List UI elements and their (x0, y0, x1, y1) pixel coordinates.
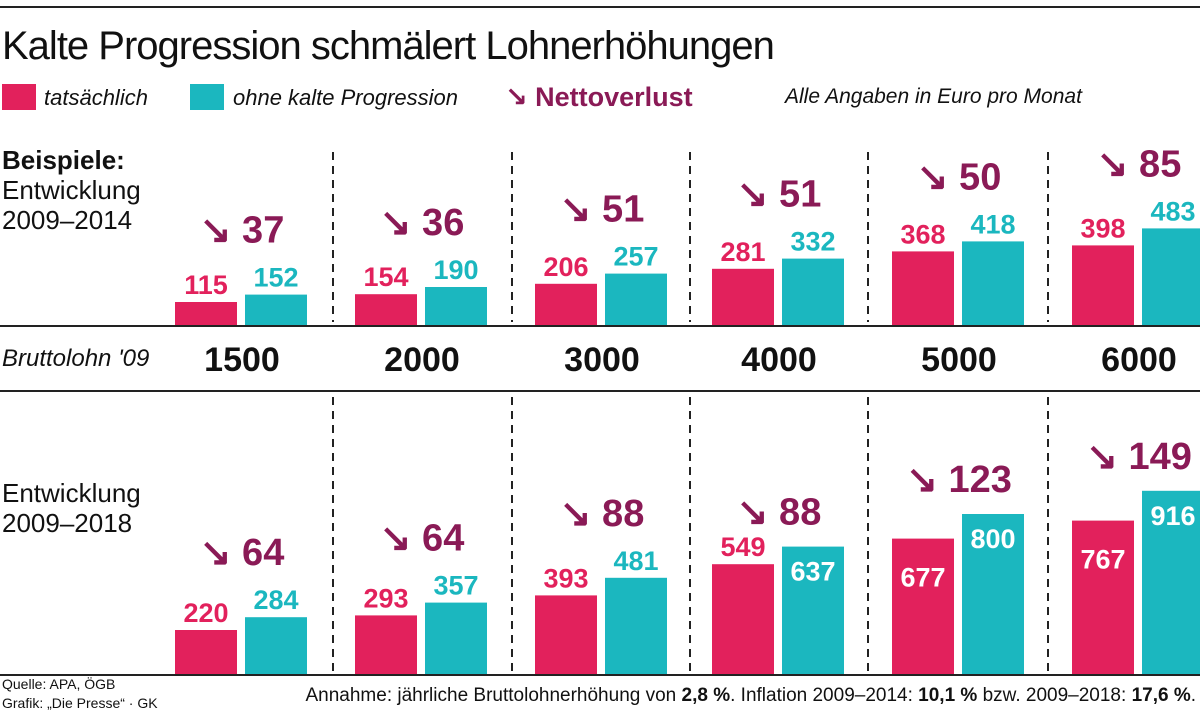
label-without-p2-2000: 357 (433, 571, 478, 601)
assumption-note: Annahme: jährliche Bruttolohnerhöhung vo… (305, 685, 1196, 707)
brutto-value-5000: 5000 (921, 341, 997, 379)
bar-actual-p1-4000 (712, 268, 774, 325)
legend-swatch-without (190, 84, 224, 110)
label-without-p1-2000: 190 (433, 255, 478, 285)
net-loss-p2-6000: ↘ 149 (1086, 436, 1192, 478)
label-actual-p2-5000: 677 (900, 563, 945, 593)
label-actual-p1-6000: 398 (1080, 213, 1125, 243)
bar-without-p1-2000 (425, 287, 487, 325)
net-loss-p2-4000: ↘ 88 (737, 492, 822, 534)
period1-label: Beispiele: Entwicklung 2009–2014 (2, 145, 141, 235)
brutto-rule-top (0, 325, 1200, 327)
label-actual-p2-1500: 220 (183, 598, 228, 628)
bar-without-p1-5000 (962, 241, 1024, 325)
inflation-prefix: . Inflation 2009–2014: (730, 685, 919, 706)
label-actual-p1-2000: 154 (363, 262, 408, 292)
bar-without-p2-4000 (782, 546, 844, 674)
brutto-value-3000: 3000 (564, 341, 640, 379)
bar-actual-p2-1500 (175, 630, 237, 674)
net-loss-p2-3000: ↘ 88 (560, 493, 645, 535)
assumption-prefix: Annahme: jährliche Bruttolohnerhöhung vo… (305, 685, 682, 706)
legend-label-actual: tatsächlich (44, 85, 148, 110)
bar-without-p1-1500 (245, 294, 307, 325)
label-actual-p1-1500: 115 (184, 270, 228, 300)
period1-line1: Entwicklung (2, 175, 141, 205)
chart-baseline (0, 674, 1200, 676)
inflation-mid: bzw. 2009–2018: (977, 685, 1132, 706)
net-loss-p1-3000: ↘ 51 (560, 189, 645, 231)
label-without-p1-4000: 332 (790, 227, 835, 257)
label-actual-p1-4000: 281 (720, 237, 765, 267)
source-note: Quelle: APA, ÖGB (2, 676, 116, 692)
net-loss-p2-2000: ↘ 64 (380, 518, 465, 560)
legend-note: Alle Angaben in Euro pro Monat (785, 85, 1082, 108)
bar-actual-p1-1500 (175, 302, 237, 325)
legend-net-loss: ↘ Nettoverlust (505, 82, 693, 113)
brutto-value-4000: 4000 (741, 341, 817, 379)
label-without-p2-6000: 916 (1150, 501, 1195, 531)
bar-without-p2-2000 (425, 602, 487, 674)
legend-swatch-actual (2, 84, 36, 110)
examples-label: Beispiele: (2, 145, 125, 175)
legend-label-without: ohne kalte Progression (233, 85, 459, 110)
label-without-p2-4000: 637 (790, 557, 835, 587)
label-without-p1-5000: 418 (970, 209, 1015, 239)
label-actual-p2-2000: 293 (363, 583, 408, 613)
bar-actual-p2-3000 (535, 595, 597, 674)
bar-actual-p1-3000 (535, 283, 597, 325)
brutto-value-6000: 6000 (1101, 341, 1177, 379)
label-without-p2-3000: 481 (613, 546, 658, 576)
bar-without-p2-6000 (1142, 490, 1200, 674)
bar-without-p2-1500 (245, 617, 307, 674)
period1-line2: 2009–2014 (2, 205, 133, 235)
brutto-rule-bottom (0, 390, 1200, 392)
net-loss-p2-5000: ↘ 123 (906, 459, 1012, 501)
label-actual-p1-5000: 368 (900, 219, 945, 249)
label-actual-p2-4000: 549 (720, 532, 765, 562)
inflation-2018-value: 17,6 % (1131, 685, 1191, 706)
brutto-value-2000: 2000 (384, 341, 460, 379)
bar-actual-p2-6000 (1072, 520, 1134, 674)
period2-line1: Entwicklung (2, 478, 141, 508)
bar-without-p2-5000 (962, 514, 1024, 674)
legend-label-net-loss: Nettoverlust (535, 82, 693, 112)
bar-actual-p2-2000 (355, 615, 417, 674)
label-without-p1-3000: 257 (613, 242, 658, 272)
brutto-value-1500: 1500 (204, 341, 280, 379)
label-without-p1-1500: 152 (253, 263, 298, 293)
bar-actual-p2-5000 (892, 538, 954, 674)
net-loss-p1-5000: ↘ 50 (917, 156, 1002, 198)
net-loss-p1-1500: ↘ 37 (200, 210, 285, 252)
label-without-p1-6000: 483 (1150, 196, 1195, 226)
bar-without-p2-3000 (605, 577, 667, 674)
label-actual-p1-3000: 206 (543, 252, 588, 282)
net-loss-p1-2000: ↘ 36 (380, 202, 465, 244)
arrow-down-right-icon: ↘ (505, 82, 528, 112)
inflation-2014-value: 10,1 % (918, 685, 978, 706)
legend: tatsächlich ohne kalte Progression ↘ Net… (0, 82, 1200, 114)
bar-actual-p1-5000 (892, 251, 954, 325)
label-without-p2-1500: 284 (253, 585, 298, 615)
bar-without-p1-3000 (605, 273, 667, 325)
graphic-credit: Grafik: „Die Presse“ · GK (2, 695, 158, 711)
bar-actual-p1-6000 (1072, 245, 1134, 325)
period2-label: Entwicklung 2009–2018 (2, 478, 141, 538)
label-actual-p2-6000: 767 (1080, 545, 1125, 575)
net-loss-p2-1500: ↘ 64 (200, 532, 285, 574)
net-loss-p1-4000: ↘ 51 (737, 174, 822, 216)
label-actual-p2-3000: 393 (543, 563, 588, 593)
label-without-p2-5000: 800 (970, 524, 1015, 554)
chart-title: Kalte Progression schmälert Lohnerhöhung… (2, 24, 775, 68)
bar-actual-p2-4000 (712, 564, 774, 674)
raise-value: 2,8 % (681, 685, 731, 706)
bar-without-p1-6000 (1142, 228, 1200, 325)
top-rule (0, 6, 1200, 8)
bar-without-p1-4000 (782, 258, 844, 325)
assumption-suffix: . (1190, 685, 1196, 706)
brutto-label: Bruttolohn '09 (2, 345, 150, 372)
bar-actual-p1-2000 (355, 294, 417, 325)
period2-line2: 2009–2018 (2, 508, 133, 538)
net-loss-p1-6000: ↘ 85 (1097, 143, 1182, 185)
